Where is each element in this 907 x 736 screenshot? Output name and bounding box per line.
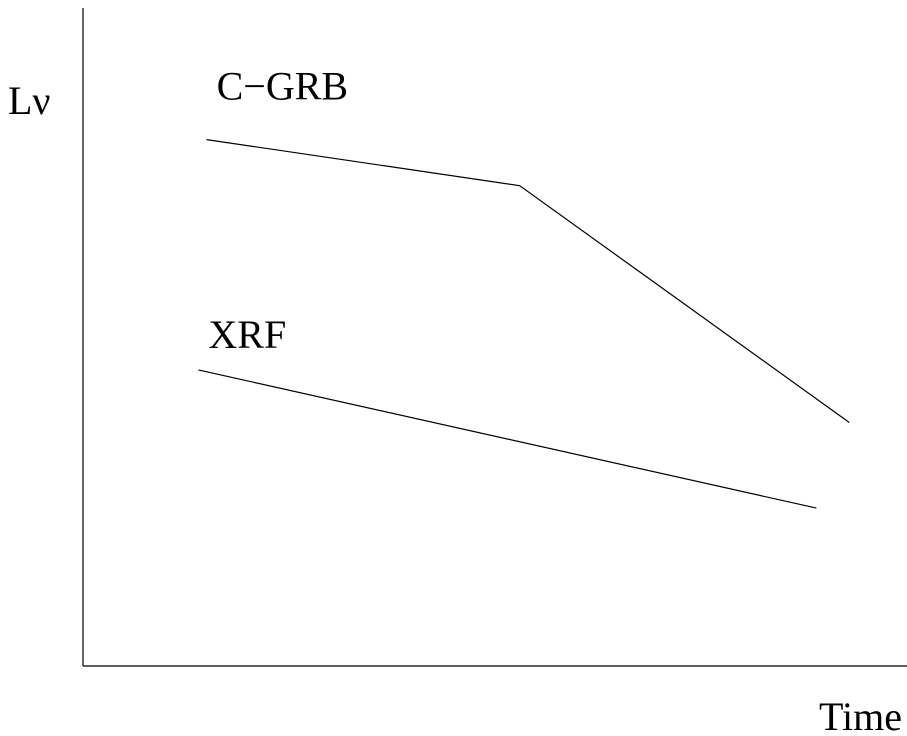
- series-layer: C−GRB XRF: [198, 64, 850, 509]
- series-line-1: [206, 139, 850, 423]
- series-label-2: XRF: [208, 312, 286, 357]
- y-axis-label: Lν: [8, 78, 51, 123]
- series-label-1: C−GRB: [217, 64, 348, 109]
- x-axis-label: Time: [819, 694, 902, 736]
- series-line-2: [198, 369, 817, 509]
